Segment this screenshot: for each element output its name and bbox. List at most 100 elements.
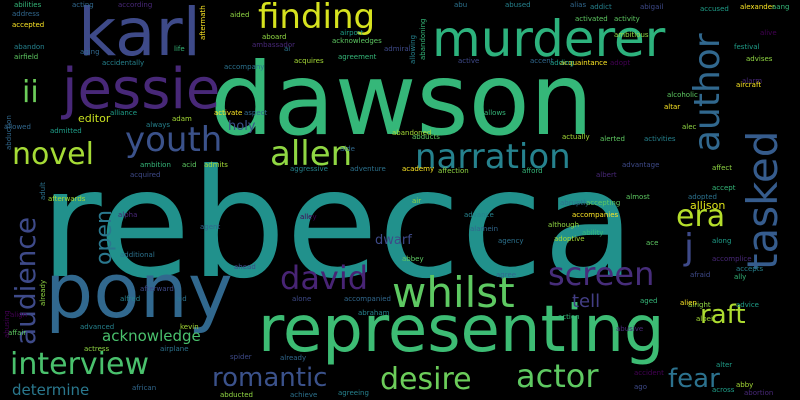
word-small: acquaintance [560,59,608,67]
word-small: agreeing [338,389,369,397]
word-small: airport [340,29,364,37]
word-small: activity [614,15,640,23]
word-small: already [39,279,47,306]
word-small: acknowledges [332,37,382,45]
word-small: aggressive [290,165,328,173]
word-small: ahead [234,263,256,271]
word-small: admiral [384,45,411,53]
word-small: acquired [130,171,161,179]
word-small: allowing [409,34,417,64]
word-narration: narration [415,137,571,177]
word-small: afford [522,167,543,175]
word-small: festival [734,43,760,51]
word-small: affection [438,167,469,175]
word-small: aboard [262,33,287,41]
word-actor: actor [516,357,599,395]
word-small: accompanies [572,211,619,219]
word-small: advises [746,55,773,63]
word-small: aged [640,297,658,305]
word-ii: ii [22,75,39,110]
word-small: abusing [3,310,11,338]
word-david: david [280,259,369,297]
word-small: abbey [402,255,424,263]
word-open: open [92,210,117,265]
word-allen: allen [270,134,353,174]
word-small: abandon [14,43,45,51]
word-small: activities [644,135,676,143]
word-small: accent [530,57,554,65]
word-small: action [558,313,580,321]
word-small: ambassador [252,41,296,49]
word-small: actress [84,345,110,353]
word-small: airfield [14,53,39,61]
word-small: advanced [80,323,115,331]
word-small: african [132,384,157,392]
word-small: advantage [622,161,660,169]
word-small: adventure [350,165,386,173]
word-small: alfred [120,295,141,303]
word-small: admits [204,161,228,169]
word-representing: representing [258,293,665,367]
word-small: alive [760,29,777,37]
word-small: adopted [688,193,717,201]
word-small: abducted [220,391,253,399]
word-small: accused [700,5,729,13]
word-small: accept [712,184,736,192]
word-small: actually [562,133,590,141]
word-small: abducts [412,133,440,141]
word-small: achieve [290,391,318,399]
word-small: addict [590,3,612,11]
word-small: abruptly [560,199,590,207]
word-small: alerted [600,135,625,143]
word-small: accidentally [102,59,145,67]
word-small: kevin [180,323,199,331]
word-small: abraham [358,309,390,317]
word-murderer: murderer [432,10,666,68]
word-small: aspect [244,109,268,117]
word-small: alley [300,213,317,221]
word-small: alone [292,295,312,303]
word-era: era [676,199,726,234]
word-small: across [712,386,735,394]
word-small: academy [402,165,435,173]
word-allison: allison [690,199,726,212]
word-small: abu [454,1,468,9]
word-small: accompanied [344,295,391,303]
word-small: already [280,354,307,362]
word-editor: editor [78,112,111,125]
word-small: aircraft [736,81,762,89]
word-determine: determine [12,381,90,399]
word-raft: raft [700,300,746,330]
word-small: abandoned [392,129,432,137]
word-small: ability [582,229,604,237]
word-small: affect [712,164,733,172]
word-small: although [548,221,580,229]
word-small: additional [120,251,155,259]
word-small: albeit [696,315,716,323]
word-small: abandoning [419,18,427,60]
word-small: aid [176,295,187,303]
word-small: along [712,237,732,245]
word-small: adopt [610,59,631,67]
word-holy: holy [228,119,256,134]
word-fear: fear [668,364,720,394]
word-small: acquires [294,57,324,65]
word-whilst: whilst [392,268,515,317]
word-desire: desire [380,362,472,397]
word-small: according [118,1,153,9]
word-karl: karl [78,0,201,71]
word-small: ago [634,383,648,391]
word-screen: screen [548,255,655,293]
word-small: affair [8,329,27,337]
word-acknowledge: acknowledge [102,327,201,345]
word-j: j [684,227,695,268]
word-small: spider [230,353,252,361]
word-small: aided [230,11,250,19]
word-small: afterwards [48,195,86,203]
word-novel: novel [12,137,94,172]
word-small: advance [464,211,494,219]
word-small: accident [634,369,664,377]
word-small: almost [626,193,650,201]
word-small: alias [570,1,587,9]
